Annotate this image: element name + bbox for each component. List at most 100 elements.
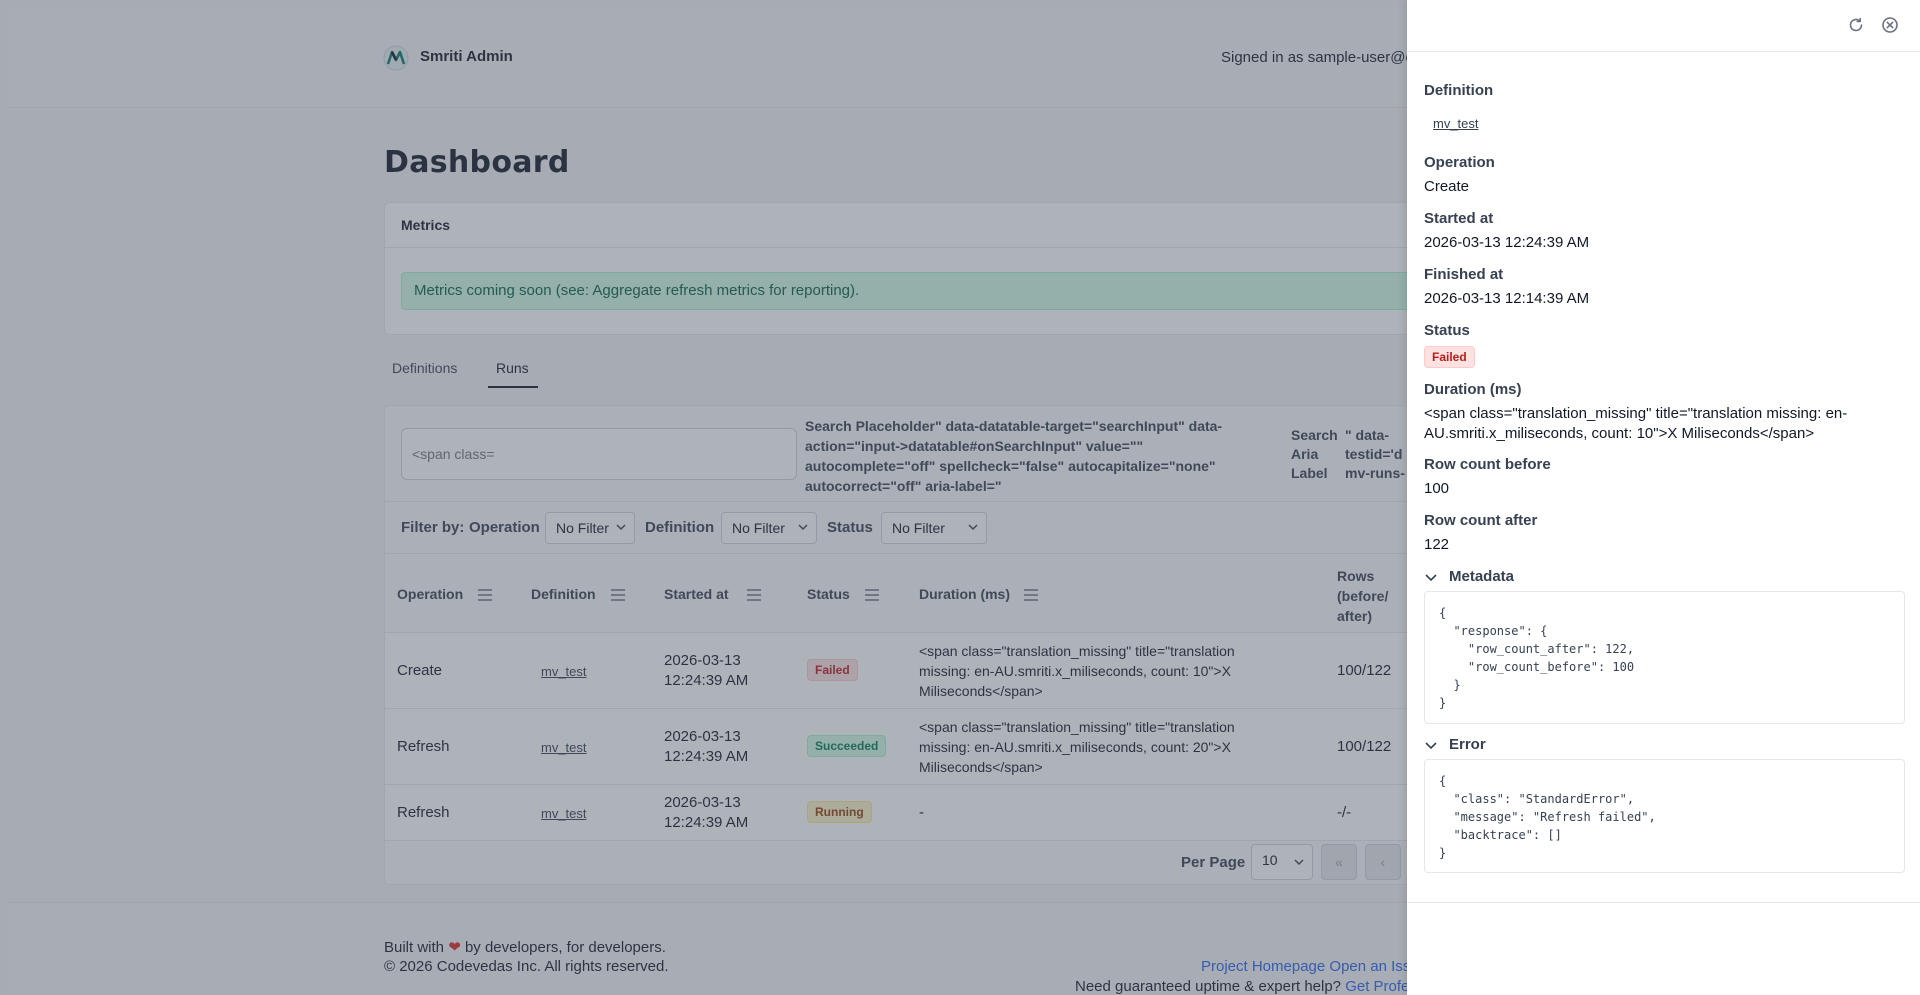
drawer-definition-label: Definition: [1424, 82, 1494, 99]
refresh-icon[interactable]: [1847, 16, 1865, 34]
tab-runs[interactable]: Runs: [496, 360, 529, 376]
built-prefix: Built with: [384, 939, 445, 956]
drawer-row-after-value: 122: [1424, 536, 1450, 553]
operation-filter-select[interactable]: No Filter: [545, 512, 635, 544]
status-badge: Running: [807, 801, 872, 823]
cell-started-at: 2026-03-13 12:24:39 AM: [664, 652, 749, 689]
status-badge: Succeeded: [807, 735, 887, 757]
uptime-text: Need guaranteed uptime & expert help?: [1075, 978, 1342, 995]
column-menu-icon[interactable]: [477, 588, 493, 602]
brand-name[interactable]: Smriti Admin: [420, 48, 513, 65]
definition-filter-value: No Filter: [732, 520, 785, 536]
run-details-drawer: Definition mv_test Operation Create Star…: [1407, 0, 1920, 995]
status-badge: Failed: [807, 659, 858, 681]
metrics-title: Metrics: [401, 217, 451, 233]
heart-icon: ❤: [448, 939, 461, 956]
filter-row: Filter by: Operation No Filter Definitio…: [385, 501, 1883, 553]
cell-operation: Refresh: [397, 738, 450, 755]
drawer-status-badge: Failed: [1424, 346, 1475, 368]
cell-operation: Refresh: [397, 804, 450, 821]
chevron-down-icon: [798, 524, 808, 531]
metadata-json: { "response": { "row_count_after": 122, …: [1424, 591, 1905, 724]
drawer-definition-link[interactable]: mv_test: [1433, 116, 1479, 131]
cell-rows: 100/122: [1337, 738, 1392, 755]
chevron-down-icon[interactable]: [1424, 570, 1438, 584]
drawer-finished-label: Finished at: [1424, 266, 1504, 283]
column-header-duration[interactable]: Duration (ms): [919, 586, 1010, 602]
drawer-footer-divider: [1407, 902, 1920, 903]
column-header-status[interactable]: Status: [807, 586, 850, 602]
status-filter-label: Status: [827, 519, 873, 536]
drawer-duration-label: Duration (ms): [1424, 381, 1522, 398]
chevron-down-icon[interactable]: [1424, 738, 1438, 752]
definition-filter-select[interactable]: No Filter: [721, 512, 817, 544]
filter-by-label: Filter by:: [401, 519, 465, 536]
open-issue-link[interactable]: Open an Iss: [1329, 958, 1411, 975]
per-page-label: Per Page: [1181, 854, 1246, 871]
footer-links: Project Homepage Open an Iss: [1201, 958, 1410, 975]
drawer-toolbar: [1407, 0, 1920, 52]
active-tab-indicator: [488, 386, 538, 388]
cell-definition-link[interactable]: mv_test: [541, 740, 587, 755]
cell-duration: <span class="translation_missing" title=…: [919, 643, 1235, 699]
search-testid-text: " data-testid='d mv-runs-: [1345, 427, 1405, 481]
drawer-operation-label: Operation: [1424, 154, 1495, 171]
footer-built-with: Built with ❤ by developers, for develope…: [384, 938, 666, 956]
status-filter-value: No Filter: [892, 520, 945, 536]
column-header-definition[interactable]: Definition: [531, 586, 596, 602]
column-menu-icon[interactable]: [610, 588, 626, 602]
cell-rows: -/-: [1337, 804, 1352, 821]
cell-started-at: 2026-03-13 12:24:39 AM: [664, 794, 749, 831]
cell-definition-link[interactable]: mv_test: [541, 806, 587, 821]
drawer-row-before-label: Row count before: [1424, 456, 1551, 473]
column-menu-icon[interactable]: [746, 588, 762, 602]
drawer-duration-value: <span class="translation_missing" title=…: [1424, 405, 1848, 442]
definition-filter-label: Definition: [645, 519, 715, 536]
column-header-rows[interactable]: Rows (before/ after): [1337, 568, 1389, 624]
drawer-finished-value: 2026-03-13 12:14:39 AM: [1424, 290, 1590, 307]
column-header-started-at[interactable]: Started at: [664, 586, 729, 602]
cell-started-at: 2026-03-13 12:24:39 AM: [664, 728, 749, 765]
built-suffix: by developers, for developers.: [464, 939, 666, 956]
logo-icon[interactable]: [383, 45, 409, 71]
project-homepage-link[interactable]: Project Homepage: [1201, 958, 1326, 975]
cell-operation: Create: [397, 662, 443, 679]
cell-definition-link[interactable]: mv_test: [541, 664, 587, 679]
column-menu-icon[interactable]: [1023, 588, 1039, 602]
close-icon[interactable]: [1881, 16, 1899, 34]
search-label-garbled: Search Placeholder" data-datatable-targe…: [805, 418, 1223, 494]
column-menu-icon[interactable]: [864, 588, 880, 602]
chevron-down-icon: [1294, 859, 1304, 866]
footer-support: Need guaranteed uptime & expert help? Ge…: [1075, 978, 1409, 995]
error-section-toggle[interactable]: Error: [1449, 736, 1486, 753]
drawer-status-label: Status: [1424, 322, 1470, 339]
footer-copyright: © 2026 Codevedas Inc. All rights reserve…: [384, 958, 669, 975]
search-aria-label: Search Aria Label: [1291, 427, 1338, 481]
first-page-button[interactable]: «: [1321, 844, 1357, 880]
pagination: Per Page 10 « ‹: [385, 842, 1883, 890]
operation-filter-label: Operation: [469, 519, 540, 536]
drawer-started-label: Started at: [1424, 210, 1494, 227]
cell-rows: 100/122: [1337, 662, 1392, 679]
drawer-row-after-label: Row count after: [1424, 512, 1538, 529]
metadata-section-toggle[interactable]: Metadata: [1449, 568, 1515, 585]
get-pro-link[interactable]: Get Profe: [1345, 978, 1410, 995]
drawer-started-value: 2026-03-13 12:24:39 AM: [1424, 234, 1590, 251]
chevron-down-icon: [616, 524, 626, 531]
chevron-down-icon: [968, 524, 978, 531]
column-header-operation[interactable]: Operation: [397, 586, 464, 602]
operation-filter-value: No Filter: [556, 520, 609, 536]
prev-page-button[interactable]: ‹: [1365, 844, 1401, 880]
drawer-operation-value: Create: [1424, 178, 1470, 195]
cell-duration: -: [919, 804, 924, 821]
drawer-row-before-value: 100: [1424, 480, 1450, 497]
tab-definitions[interactable]: Definitions: [392, 360, 458, 376]
error-json: { "class": "StandardError", "message": "…: [1424, 759, 1905, 873]
per-page-select[interactable]: 10: [1251, 844, 1313, 880]
page-title: Dashboard: [384, 145, 570, 180]
search-input[interactable]: [401, 428, 797, 480]
status-filter-select[interactable]: No Filter: [881, 512, 987, 544]
signed-in-text: Signed in as sample-user@e: [1221, 49, 1414, 66]
cell-duration: <span class="translation_missing" title=…: [919, 719, 1235, 775]
divider: [385, 247, 1883, 248]
